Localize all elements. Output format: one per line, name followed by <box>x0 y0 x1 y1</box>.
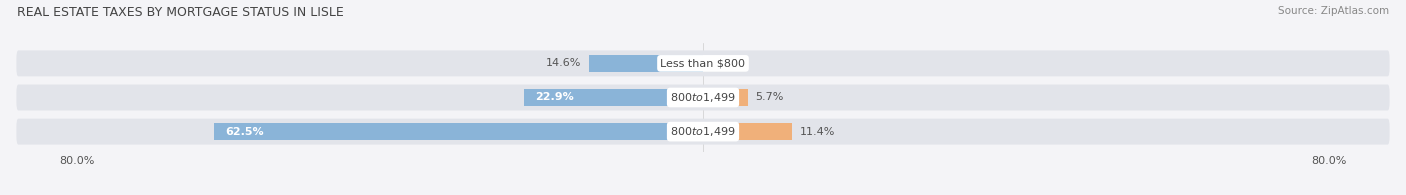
Bar <box>703 89 748 106</box>
Bar <box>523 89 703 106</box>
Text: 5.7%: 5.7% <box>755 92 783 103</box>
Text: $800 to $1,499: $800 to $1,499 <box>671 125 735 138</box>
FancyBboxPatch shape <box>17 85 1389 110</box>
Text: Source: ZipAtlas.com: Source: ZipAtlas.com <box>1278 6 1389 16</box>
Bar <box>589 54 703 72</box>
Text: 22.9%: 22.9% <box>536 92 574 103</box>
FancyBboxPatch shape <box>17 50 1389 76</box>
Text: Less than $800: Less than $800 <box>661 58 745 68</box>
Text: 14.6%: 14.6% <box>546 58 581 68</box>
Text: 0.0%: 0.0% <box>711 58 740 68</box>
Text: $800 to $1,499: $800 to $1,499 <box>671 91 735 104</box>
Text: REAL ESTATE TAXES BY MORTGAGE STATUS IN LISLE: REAL ESTATE TAXES BY MORTGAGE STATUS IN … <box>17 6 343 19</box>
Text: 11.4%: 11.4% <box>800 127 835 137</box>
Text: 62.5%: 62.5% <box>225 127 264 137</box>
Legend: Without Mortgage, With Mortgage: Without Mortgage, With Mortgage <box>578 191 828 195</box>
Bar <box>703 123 792 140</box>
Bar <box>214 123 703 140</box>
FancyBboxPatch shape <box>17 119 1389 145</box>
